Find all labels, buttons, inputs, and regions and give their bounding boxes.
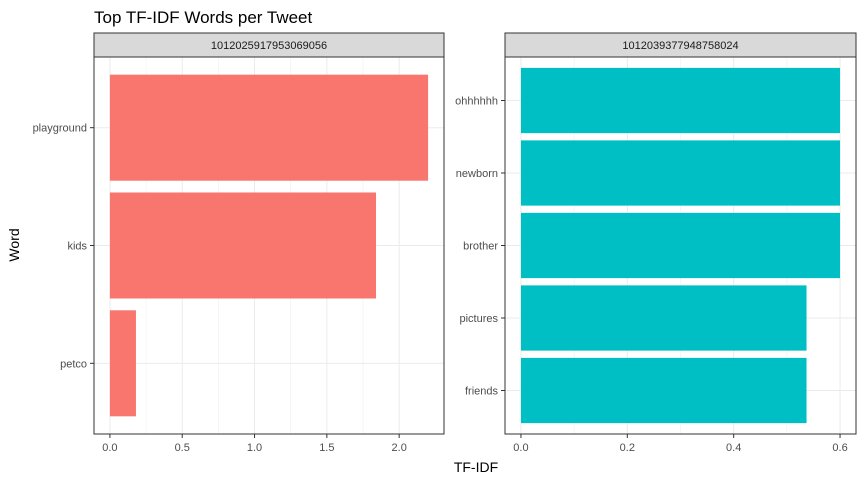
y-tick-label: playground (33, 123, 87, 135)
x-tick-label: 0.4 (726, 442, 741, 454)
x-tick-label: 0.0 (102, 442, 117, 454)
bar-playground (109, 74, 429, 181)
y-tick-label: brother (463, 241, 498, 253)
bar-friends (520, 357, 807, 424)
facet-panel-1: 1012025917953069056 playground kids petco 0.… (33, 32, 445, 454)
bar-petco (109, 310, 136, 417)
bar-kids (109, 192, 377, 299)
facet-strip-label: 1012025917953069056 (211, 40, 327, 52)
y-tick-label: pictures (459, 313, 498, 325)
x-tick-label: 0.0 (513, 442, 528, 454)
x-tick-label: 1.5 (319, 442, 334, 454)
bar-brother (520, 212, 841, 279)
facet-strip (504, 32, 857, 58)
y-tick-label: friends (465, 386, 499, 398)
y-tick-label: petco (60, 358, 87, 370)
y-tick-label: newborn (456, 168, 498, 180)
y-tick-label: kids (67, 241, 87, 253)
facets: 1012025917953069056 playground kids petco 0.… (33, 32, 857, 454)
x-axis-title: TF-IDF (454, 459, 498, 475)
y-axis-title: Word (6, 228, 22, 261)
facet-strip-label: 1012039377948758024 (622, 40, 738, 52)
facet-panel-2: 1012039377948758024 ohhhhhh newborn brother… (455, 32, 857, 454)
bar-pictures (520, 285, 807, 351)
x-tick-label: 0.5 (175, 442, 190, 454)
bar-newborn (520, 140, 841, 206)
chart-title: Top TF-IDF Words per Tweet (94, 8, 313, 27)
x-tick-label: 2.0 (392, 442, 407, 454)
x-tick-label: 1.0 (247, 442, 262, 454)
facet-strip (93, 32, 445, 58)
x-tick-label: 0.6 (832, 442, 847, 454)
y-tick-label: ohhhhhh (455, 96, 498, 108)
x-tick-label: 0.2 (620, 442, 635, 454)
bar-ohhhhhh (520, 67, 841, 134)
